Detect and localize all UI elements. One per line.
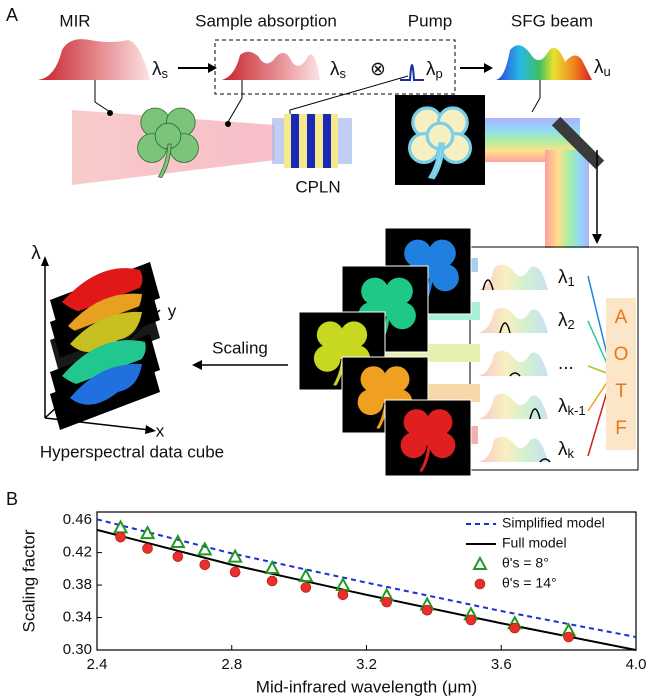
- mir-label: MIR: [59, 11, 90, 30]
- triangle-marker: [300, 570, 312, 581]
- circle-marker: [422, 605, 432, 615]
- sfg-spectrum: [496, 45, 592, 80]
- x-tick-label: 2.4: [87, 656, 108, 673]
- channel-spectrum: [478, 351, 548, 376]
- sample-lambda: λs: [330, 59, 347, 81]
- cube-axis-lambda: λ: [31, 243, 41, 264]
- circle-marker: [173, 552, 183, 562]
- channel-spectrum: [478, 265, 548, 290]
- circle-marker: [475, 579, 485, 589]
- absorption-spectrum: [222, 52, 320, 80]
- circle-marker: [338, 590, 348, 600]
- circle-marker: [267, 576, 277, 586]
- x-tick-label: 2.8: [221, 656, 242, 673]
- x-tick-label: 3.6: [491, 656, 512, 673]
- y-tick-label: 0.46: [63, 511, 92, 528]
- legend-label: θ's = 14°: [502, 575, 557, 591]
- channel-label: λ2: [558, 310, 575, 332]
- circle-marker: [301, 582, 311, 592]
- channel-subscript: k: [568, 446, 575, 461]
- panel-label: B: [6, 489, 18, 509]
- legend-label: Full model: [502, 535, 567, 551]
- pointer-dot: [225, 121, 231, 127]
- aotf-letter: F: [615, 418, 627, 439]
- mir-spectrum: [38, 39, 150, 80]
- cube-caption: Hyperspectral data cube: [40, 442, 224, 461]
- circle-marker: [200, 560, 210, 570]
- channel-symbol: λ: [558, 396, 568, 417]
- channel-spectrum: [478, 308, 548, 333]
- triangle-marker: [474, 558, 486, 569]
- arrow-head: [484, 63, 493, 73]
- pointer-dot: [107, 110, 113, 116]
- channel-label: λ1: [558, 267, 575, 289]
- channel-subscript: 2: [568, 317, 575, 332]
- figure: A MIR λs Sample absorption λs ⊗ λp Pump …: [0, 0, 650, 700]
- circle-marker: [230, 567, 240, 577]
- channel-symbol: λ: [558, 310, 568, 331]
- crystal-domain: [291, 114, 299, 168]
- x-axis-label: Mid-infrared wavelength (μm): [256, 677, 477, 696]
- crystal-label: CPLN: [295, 177, 340, 196]
- x-tick-label: 3.2: [356, 656, 377, 673]
- arrow-head: [192, 360, 202, 370]
- channel-symbol: λ: [558, 439, 568, 460]
- pump-label: Pump: [408, 11, 452, 30]
- y-axis-label: Scaling factor: [19, 529, 38, 632]
- aotf-letter: O: [614, 344, 629, 365]
- triangle-marker: [199, 543, 211, 554]
- legend-label: θ's = 8°: [502, 555, 549, 571]
- tensor-symbol: ⊗: [370, 59, 386, 80]
- mir-lambda: λs: [152, 59, 169, 81]
- panel-label: A: [6, 5, 18, 25]
- circle-marker: [510, 623, 520, 633]
- channel-subscript: 1: [568, 274, 575, 289]
- circle-marker: [466, 615, 476, 625]
- circle-marker: [143, 544, 153, 554]
- circle-marker: [116, 532, 126, 542]
- channel-spectrum: [478, 437, 548, 462]
- crystal-domain: [323, 114, 331, 168]
- channel-label: ...: [558, 353, 574, 374]
- channel-label: λk-1: [558, 396, 586, 418]
- arrow-head: [208, 63, 217, 73]
- circle-marker: [382, 597, 392, 607]
- cube-ellipsis: ...: [59, 341, 73, 360]
- image-stack: [299, 228, 480, 476]
- legend-label: Simplified model: [502, 515, 605, 531]
- arrow-head: [592, 234, 602, 244]
- sfg-lambda: λu: [594, 57, 611, 79]
- scaling-label: Scaling: [212, 338, 268, 357]
- circle-marker: [564, 632, 574, 642]
- cube-axis-y: y: [168, 301, 177, 320]
- pointer: [95, 80, 110, 112]
- channel-symbol: λ: [558, 267, 568, 288]
- triangle-marker: [172, 536, 184, 547]
- sfg-beam-label: SFG beam: [511, 11, 593, 30]
- x-tick-label: 4.0: [626, 656, 647, 673]
- pointer: [228, 80, 242, 122]
- y-tick-label: 0.42: [63, 544, 92, 561]
- pump-lambda: λp: [426, 59, 443, 81]
- channel-spectrum: [478, 394, 548, 419]
- channel-symbol: ...: [558, 353, 574, 374]
- channel-label: λk: [558, 439, 575, 461]
- aotf-letter: T: [615, 381, 627, 402]
- sfg-beam-down: [545, 150, 589, 248]
- sample-absorption-label: Sample absorption: [195, 11, 337, 30]
- pointer: [532, 80, 540, 112]
- aotf-letter: A: [615, 307, 628, 328]
- channel-subscript: k-1: [568, 403, 586, 418]
- cube-axis-x: x: [156, 421, 165, 440]
- y-tick-label: 0.38: [63, 576, 92, 593]
- triangle-marker: [337, 579, 349, 590]
- y-tick-label: 0.34: [63, 608, 92, 625]
- crystal-domain: [307, 114, 315, 168]
